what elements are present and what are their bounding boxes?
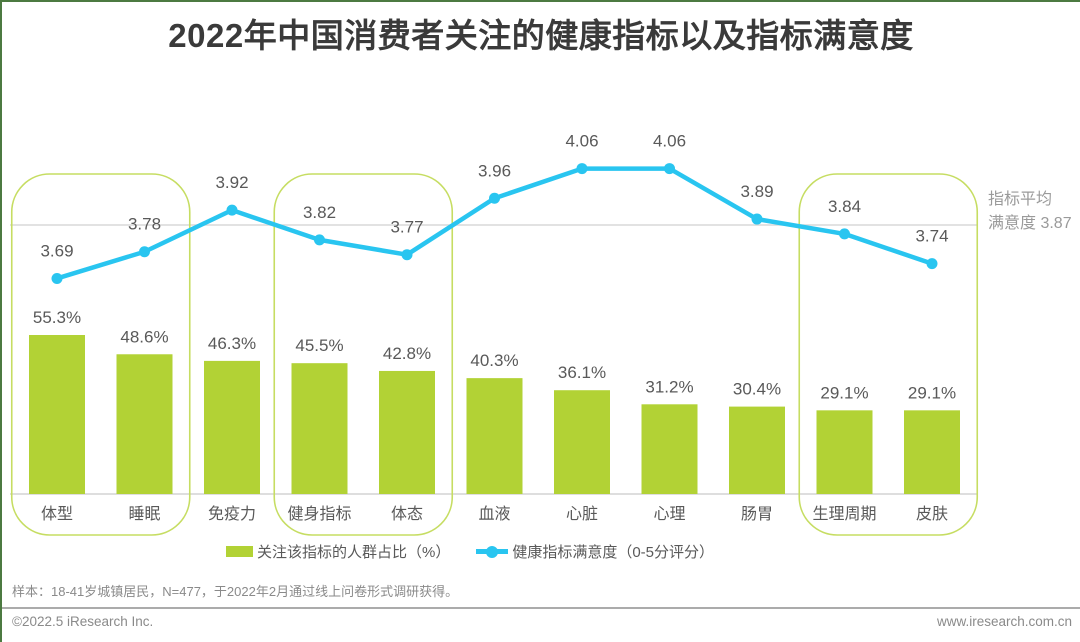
line-value-label: 3.78 xyxy=(128,215,161,234)
bar-value-label: 46.3% xyxy=(208,334,256,353)
line-point xyxy=(926,258,938,270)
bar xyxy=(554,390,610,494)
highlight-group-box xyxy=(273,173,454,536)
bar xyxy=(904,410,960,494)
average-label-line2: 满意度 3.87 xyxy=(988,215,1072,232)
line-point xyxy=(664,163,675,175)
legend: 关注该指标的人群占比（%） 健康指标满意度（0-5分评分） xyxy=(226,541,714,562)
footer: ©2022.5 iResearch Inc. www.iresearch.com… xyxy=(12,614,1072,629)
line-point xyxy=(751,213,763,225)
average-satisfaction-label: 指标平均 满意度 3.87 xyxy=(988,188,1072,236)
line-value-label: 3.89 xyxy=(740,182,773,201)
line-value-label: 4.06 xyxy=(653,132,686,151)
sample-note: 样本：18-41岁城镇居民，N=477，于2022年2月通过线上问卷形式调研获得… xyxy=(12,584,459,599)
bar-value-label: 48.6% xyxy=(120,327,168,346)
line-point xyxy=(489,192,500,204)
highlight-group-box xyxy=(10,173,191,536)
bar xyxy=(641,404,698,494)
line-value-label: 3.77 xyxy=(390,218,423,237)
line-point xyxy=(226,204,238,216)
bar-legend-label: 关注该指标的人群占比（%） xyxy=(257,544,451,561)
category-label: 肠胃 xyxy=(741,505,773,523)
category-label: 心理 xyxy=(653,505,685,523)
bar-value-label: 42.8% xyxy=(383,344,431,363)
line-legend-label: 健康指标满意度（0-5分评分） xyxy=(512,544,715,561)
footer-divider xyxy=(2,607,1080,609)
line-point xyxy=(401,249,413,261)
category-label: 生理周期 xyxy=(812,505,876,523)
line-value-label: 3.82 xyxy=(303,203,336,222)
bar-value-label: 30.4% xyxy=(733,380,781,399)
line-point xyxy=(839,228,850,240)
average-label-line1: 指标平均 xyxy=(988,191,1053,208)
bar-value-label: 55.3% xyxy=(33,308,81,327)
legend-item-bar: 关注该指标的人群占比（%） xyxy=(226,541,450,562)
bar-value-label: 29.1% xyxy=(820,383,868,402)
line-value-label: 3.84 xyxy=(828,197,861,216)
category-label: 体型 xyxy=(41,505,73,523)
bar-value-label: 29.1% xyxy=(908,383,956,402)
line-value-label: 3.69 xyxy=(40,241,73,260)
category-label: 皮肤 xyxy=(916,505,948,523)
category-label: 心脏 xyxy=(566,505,598,523)
health-indicators-combo-chart: 55.3% 体型 48.6% 睡眠 46.3% 免疫力 45.5% 健身指标 42.8% 体态 40… xyxy=(10,132,979,536)
line-point xyxy=(576,163,588,175)
line-point xyxy=(139,246,150,258)
category-label: 体态 xyxy=(391,505,423,523)
category-label: 免疫力 xyxy=(208,505,256,523)
page-title: 2022年中国消费者关注的健康指标以及指标满意度 xyxy=(168,17,914,54)
category-label: 睡眠 xyxy=(128,505,160,523)
category-label: 健身指标 xyxy=(287,505,351,523)
line-value-label: 3.96 xyxy=(478,161,511,180)
line-value-label: 4.06 xyxy=(565,132,598,151)
bar xyxy=(816,410,873,494)
category-label: 血液 xyxy=(478,505,510,523)
legend-item-line: 健康指标满意度（0-5分评分） xyxy=(476,541,714,562)
bar-value-label: 40.3% xyxy=(470,351,518,370)
bar xyxy=(116,354,173,494)
website-url: www.iresearch.com.cn xyxy=(936,614,1072,629)
bar xyxy=(204,360,260,494)
bar-value-label: 31.2% xyxy=(645,377,693,396)
line-legend-marker-icon xyxy=(476,545,509,558)
bar xyxy=(729,406,785,494)
bar xyxy=(29,335,85,494)
bar-value-label: 36.1% xyxy=(558,363,606,382)
bar-value-label: 45.5% xyxy=(295,336,343,355)
satisfaction-line xyxy=(54,166,935,281)
copyright-text: ©2022.5 iResearch Inc. xyxy=(12,614,154,629)
line-value-label: 3.92 xyxy=(215,173,248,192)
highlight-group-box xyxy=(798,173,979,536)
bar-legend-swatch-icon xyxy=(226,546,253,557)
line-point xyxy=(51,272,63,284)
bar xyxy=(466,378,523,494)
bar xyxy=(291,363,348,494)
line-point xyxy=(314,234,325,246)
bar xyxy=(379,370,435,494)
line-value-label: 3.74 xyxy=(915,227,948,246)
